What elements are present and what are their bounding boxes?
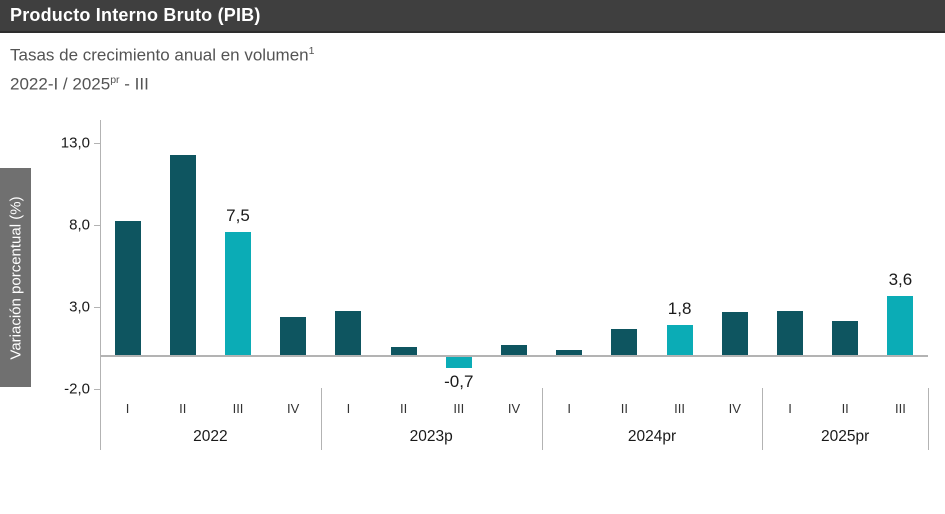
quarter-label: I [346, 401, 351, 416]
quarter-label: II [841, 401, 849, 416]
y-tick-mark [94, 224, 100, 226]
y-axis-line [100, 120, 101, 450]
y-tick-mark [94, 306, 100, 308]
bar-2025pr-II [832, 320, 859, 355]
quarter-label: III [674, 401, 686, 416]
page-title: Producto Interno Bruto (PIB) [10, 5, 261, 25]
quarter-label: IV [287, 401, 300, 416]
quarter-label: III [453, 401, 465, 416]
bar-2022-IV [280, 317, 307, 355]
year-label: 2023p [409, 428, 453, 445]
bar-2024pr-III [666, 325, 693, 355]
bar-2024pr-I [556, 350, 583, 355]
bar-value-label: 3,6 [888, 269, 913, 289]
year-separator [928, 388, 929, 450]
subtitle-line1: Tasas de crecimiento anual en volumen1 [10, 39, 314, 68]
bar-2023p-IV [501, 345, 527, 355]
quarter-label: I [788, 401, 792, 416]
bar-value-label: -0,7 [444, 372, 474, 392]
y-tick-mark [94, 388, 100, 390]
quarter-label: IV [507, 401, 521, 416]
zero-baseline [100, 355, 928, 357]
preliminary-marker: pr [110, 73, 120, 86]
bar-2022-I [114, 220, 141, 355]
bar-2023p-II [390, 346, 417, 355]
subtitle-range-end: - III [119, 74, 149, 94]
subtitle-range-start: 2022-I / 2025 [10, 74, 111, 94]
y-tick-label: 13,0 [60, 134, 90, 152]
y-tick-label: 3,0 [69, 298, 90, 316]
y-axis-title-box: Variación porcentual (%) [0, 168, 31, 387]
year-separator [320, 388, 322, 450]
year-label: 2025pr [821, 428, 870, 445]
chart-subtitle: Tasas de crecimiento anual en volumen1 2… [10, 39, 314, 96]
bar-value-label: 7,5 [226, 206, 250, 225]
y-tick-label: 8,0 [69, 216, 90, 234]
chart-header: Producto Interno Bruto (PIB) [0, 0, 945, 33]
bar-2024pr-IV [721, 312, 748, 355]
quarter-label: I [125, 401, 130, 416]
quarter-label: II [399, 401, 408, 416]
year-label: 2024pr [627, 428, 677, 445]
quarter-label: II [179, 401, 187, 416]
quarter-label: IV [728, 401, 741, 416]
bar-2024pr-II [611, 328, 638, 355]
year-separator [762, 388, 764, 450]
year-separator [541, 388, 543, 450]
bar-2025pr-III [887, 295, 914, 355]
y-tick-label: -2,0 [64, 380, 90, 398]
bar-value-label: 1,8 [667, 299, 692, 319]
bar-2023p-I [335, 310, 362, 355]
bar-2022-II [169, 154, 196, 355]
quarter-label: II [620, 401, 629, 416]
subtitle-line2: 2022-I / 2025pr - III [10, 68, 314, 97]
bar-2025pr-I [777, 310, 803, 355]
footnote-marker: 1 [308, 45, 315, 57]
y-tick-mark [94, 142, 100, 144]
subtitle-line1-text: Tasas de crecimiento anual en volumen [10, 45, 309, 65]
bar-2022-III [225, 232, 251, 355]
quarter-label: III [894, 401, 906, 416]
quarter-label: I [567, 401, 571, 416]
bar-2023p-III [445, 357, 472, 369]
year-label: 2022 [193, 428, 228, 445]
quarter-label: III [232, 401, 244, 416]
